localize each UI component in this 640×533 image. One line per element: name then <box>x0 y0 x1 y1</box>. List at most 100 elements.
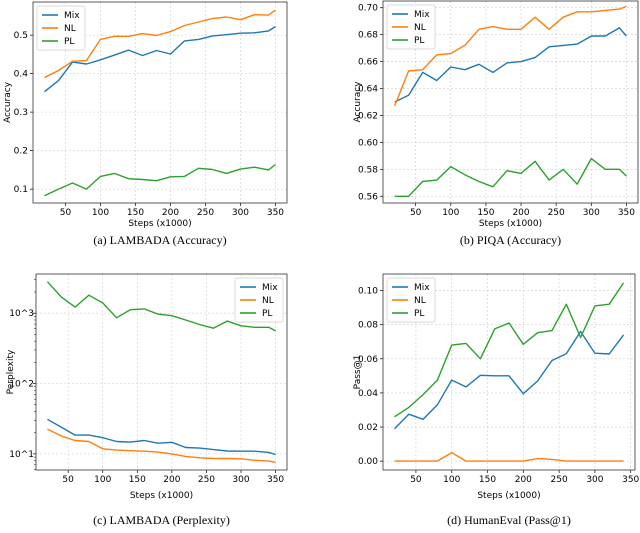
x-tick-label: 350 <box>618 208 635 218</box>
subplot-2: 50 100 150 200 250 300 350 10^1 10^2 10^3 Mix NL PL P… <box>6 273 288 527</box>
y-tick-label: 0.02 <box>358 423 378 433</box>
legend-label: NL <box>64 24 76 34</box>
y-tick-label: 0.68 <box>358 31 378 41</box>
x-tick-label: 200 <box>512 208 529 218</box>
series-line-nl <box>44 9 276 79</box>
y-tick-label: 0.58 <box>358 165 378 175</box>
y-tick-label: 0.56 <box>358 192 378 202</box>
subplot-caption: (c) LAMBADA (Perplexity) <box>93 513 230 527</box>
x-axis-label: Steps (x1000) <box>130 491 193 501</box>
legend-label: PL <box>64 37 74 47</box>
legend-box <box>36 5 86 51</box>
x-tick-label: 200 <box>515 475 532 485</box>
series-line-nl <box>47 428 276 463</box>
x-tick-label: 50 <box>60 208 72 218</box>
x-tick-label: 150 <box>479 475 496 485</box>
legend-label: PL <box>262 309 272 319</box>
subplot-caption: (d) HumanEval (Pass@1) <box>447 513 571 527</box>
x-tick-label: 50 <box>62 475 74 485</box>
x-tick-label: 350 <box>622 475 639 485</box>
y-tick-label: 0.70 <box>358 4 378 14</box>
legend: Mix NL PL <box>386 4 436 50</box>
legend-label: Mix <box>262 283 278 293</box>
y-axis-label: Perplexity <box>6 349 16 394</box>
x-tick-label: 300 <box>232 475 249 485</box>
x-tick-label: 250 <box>548 208 565 218</box>
y-tick-label: 0.4 <box>14 70 29 80</box>
legend-label: Mix <box>414 10 430 20</box>
subplot-3: 50 100 150 200 250 300 350 0.00 0.02 0.04 0.06 0.08… <box>353 273 640 527</box>
legend-label: PL <box>414 36 424 46</box>
x-tick-label: 200 <box>162 208 179 218</box>
x-tick-label: 350 <box>267 208 284 218</box>
x-tick-label: 350 <box>267 475 284 485</box>
series-line-mix <box>394 27 627 103</box>
x-tick-label: 150 <box>127 208 144 218</box>
x-tick-label: 300 <box>583 208 600 218</box>
y-tick-label: 10^3 <box>9 309 34 319</box>
series-line-nl <box>393 5 627 107</box>
legend-label: Mix <box>64 11 80 21</box>
x-tick-label: 150 <box>477 208 494 218</box>
y-tick-label: 0.5 <box>14 31 28 41</box>
x-tick-label: 300 <box>586 475 603 485</box>
series-line-mix <box>47 418 276 456</box>
y-tick-label: 0.08 <box>358 321 378 331</box>
x-tick-label: 100 <box>443 475 460 485</box>
x-tick-label: 100 <box>92 208 109 218</box>
x-tick-label: 50 <box>410 475 422 485</box>
x-tick-label: 250 <box>551 475 568 485</box>
series-line-pl <box>46 281 276 332</box>
y-tick-label: 0.66 <box>358 58 378 68</box>
subplot-1: 50 100 150 200 250 300 350 0.56 0.58 0.60 0.62 0.64… <box>353 0 639 247</box>
axes-frame <box>382 0 639 204</box>
legend-label: NL <box>414 296 426 306</box>
x-tick-label: 150 <box>129 475 146 485</box>
y-tick-label: 0.60 <box>358 138 378 148</box>
series-line-nl <box>394 451 624 462</box>
x-tick-label: 100 <box>94 475 111 485</box>
legend: Mix NL PL <box>234 277 284 323</box>
x-tick-label: 250 <box>197 208 214 218</box>
axes-frame <box>32 1 288 204</box>
legend-label: PL <box>414 309 424 319</box>
x-tick-label: 250 <box>198 475 215 485</box>
x-tick-label: 50 <box>410 208 422 218</box>
legend-box <box>234 277 284 323</box>
y-tick-label: 0.64 <box>358 85 378 95</box>
y-tick-label: 0.2 <box>14 147 28 157</box>
legend-box <box>386 277 436 323</box>
y-tick-label: 0.1 <box>14 185 28 195</box>
y-tick-label: 0.00 <box>358 457 378 467</box>
series-line-mix <box>394 330 625 430</box>
legend-label: NL <box>262 296 274 306</box>
legend-label: Mix <box>414 283 430 293</box>
subplot-0: 50 100 150 200 250 300 350 0.1 0.2 0.3 0.4 0.5 Mix NL… <box>3 1 288 247</box>
subplot-caption: (b) PIQA (Accuracy) <box>460 233 561 247</box>
y-tick-label: 10^1 <box>9 450 34 460</box>
axes-frame <box>382 273 636 471</box>
axes-frame <box>35 273 288 471</box>
x-axis-label: Steps (x1000) <box>477 491 540 501</box>
series-line-pl <box>394 157 627 198</box>
legend-box <box>386 4 436 50</box>
series-line-pl <box>394 282 625 418</box>
y-tick-label: 0.3 <box>14 108 28 118</box>
y-axis-label: Accuracy <box>3 81 13 123</box>
legend-label: NL <box>414 23 426 33</box>
x-tick-label: 200 <box>163 475 180 485</box>
legend: Mix NL PL <box>386 277 436 323</box>
y-tick-label: 0.04 <box>358 389 378 399</box>
x-tick-label: 100 <box>442 208 459 218</box>
series-line-mix <box>44 26 276 93</box>
y-axis-label: Accuracy <box>353 81 363 123</box>
subplot-caption: (a) LAMBADA (Accuracy) <box>93 233 226 247</box>
y-tick-label: 10^2 <box>9 380 34 390</box>
x-tick-label: 300 <box>232 208 249 218</box>
y-tick-label: 0.62 <box>358 111 378 121</box>
y-tick-label: 0.06 <box>358 355 378 365</box>
series-line-pl <box>44 163 276 197</box>
x-axis-label: Steps (x1000) <box>479 219 542 229</box>
y-axis-label: Pass@1 <box>353 355 363 390</box>
